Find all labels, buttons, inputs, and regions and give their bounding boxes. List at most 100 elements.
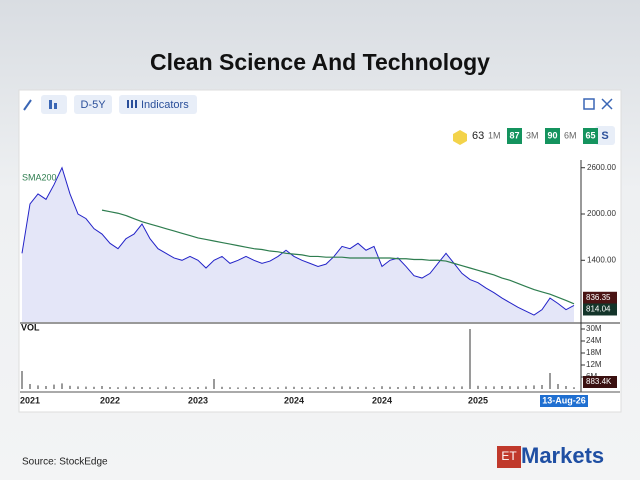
score-badges: 63 S — [453, 126, 615, 145]
score-icon — [453, 130, 467, 145]
volume-bar — [269, 387, 271, 389]
volume-bar — [405, 386, 407, 389]
volume-bar — [77, 386, 79, 389]
volume-bar — [261, 387, 263, 389]
volume-bar — [253, 387, 255, 389]
volume-bar — [549, 373, 551, 389]
icon — [127, 100, 129, 108]
volume-bar — [221, 386, 223, 389]
x-tick-label: 2024 — [284, 395, 304, 405]
volume-bar — [301, 387, 303, 389]
volume-bar — [117, 387, 119, 389]
score-badge — [545, 128, 560, 144]
x-tick-label: 2022 — [100, 395, 120, 405]
volume-bar — [453, 386, 455, 389]
volume-bar — [293, 386, 295, 389]
volume-bar — [533, 385, 535, 389]
volume-bar — [325, 387, 327, 389]
volume-bar — [309, 387, 311, 389]
volume-bar — [333, 386, 335, 389]
volume-bar — [413, 386, 415, 389]
volume-bar — [197, 387, 199, 389]
volume-bar — [133, 386, 135, 389]
volume-bar — [85, 386, 87, 389]
score-badge — [583, 128, 598, 144]
sma-last-label: 836.35 — [586, 293, 611, 302]
volume-bar — [277, 387, 279, 389]
y-tick-label: 24M — [586, 336, 602, 345]
y-tick-label: 2600.00 — [587, 163, 616, 172]
price-last-label-box — [583, 303, 617, 316]
icon — [54, 103, 57, 109]
score-value: 90 — [547, 130, 557, 140]
volume-bar — [213, 379, 215, 389]
sma-line — [101, 209, 575, 305]
price-line — [21, 166, 575, 316]
icon — [49, 100, 52, 109]
volume-bar — [189, 387, 191, 389]
y-tick-label: 12M — [586, 360, 602, 369]
icon — [131, 100, 133, 108]
s-button[interactable] — [595, 126, 615, 145]
x-tick-label: 2024 — [372, 395, 392, 405]
volume-bar — [173, 387, 175, 389]
range-button[interactable] — [74, 95, 112, 114]
price-area — [22, 167, 574, 322]
volume-bar — [229, 387, 231, 389]
volume-bar — [93, 386, 95, 389]
volume-bar — [53, 384, 55, 389]
volume-bar — [205, 386, 207, 389]
chart-title: Clean Science And Technology — [150, 49, 490, 75]
volume-bar — [541, 385, 543, 389]
icon — [135, 100, 137, 108]
logo-box — [497, 446, 521, 468]
volume-bar — [237, 387, 239, 389]
x-tick-label: 2025 — [468, 395, 488, 405]
y-tick-label: 30M — [586, 324, 602, 333]
volume-label: VOL — [21, 322, 40, 332]
score-period: 6M — [564, 130, 577, 140]
volume-bar — [485, 386, 487, 389]
score-value: 87 — [509, 130, 519, 140]
logo-name: Markets — [521, 443, 604, 468]
volume-bar — [509, 386, 511, 389]
volume-bar — [29, 384, 31, 389]
logo-prefix: ET — [501, 449, 517, 463]
volume-bar — [461, 386, 463, 389]
volume-bar — [109, 387, 111, 389]
volume-bar — [501, 386, 503, 389]
indicators-button[interactable] — [119, 95, 197, 114]
expand-icon[interactable] — [601, 98, 613, 110]
volume-bar — [421, 386, 423, 389]
indicators-label: Indicators — [141, 99, 189, 111]
draw-icon[interactable] — [23, 99, 32, 111]
toolbar: D-5Y Indicators — [23, 95, 613, 114]
volume-bar — [149, 387, 151, 389]
overall-score: 63 — [472, 130, 484, 142]
volume-bar — [21, 371, 23, 389]
x-tick-label: 2023 — [188, 395, 208, 405]
volume-bar — [565, 386, 567, 389]
volume-bar — [141, 387, 143, 389]
volume-bar — [373, 387, 375, 389]
volume-bar — [61, 383, 63, 389]
volume-bar — [573, 387, 575, 389]
sma-label: SMA200 — [22, 172, 57, 182]
save-icon[interactable] — [583, 98, 595, 110]
volume-bar — [341, 386, 343, 389]
s-button-label: S — [601, 130, 608, 142]
volume-bar — [517, 386, 519, 389]
y-tick-label: 1400.00 — [587, 255, 616, 264]
volume-bar — [445, 386, 447, 389]
volume-bar — [365, 386, 367, 389]
volume-bar — [357, 387, 359, 389]
volume-bar — [45, 386, 47, 389]
y-tick-label: 18M — [586, 348, 602, 357]
source: Source: StockEdge — [22, 457, 108, 468]
volume-last-label: 883.4K — [586, 377, 612, 386]
sma-last-label-box — [583, 291, 617, 304]
crosshair-date-box — [540, 395, 588, 407]
volume-bar — [317, 387, 319, 389]
